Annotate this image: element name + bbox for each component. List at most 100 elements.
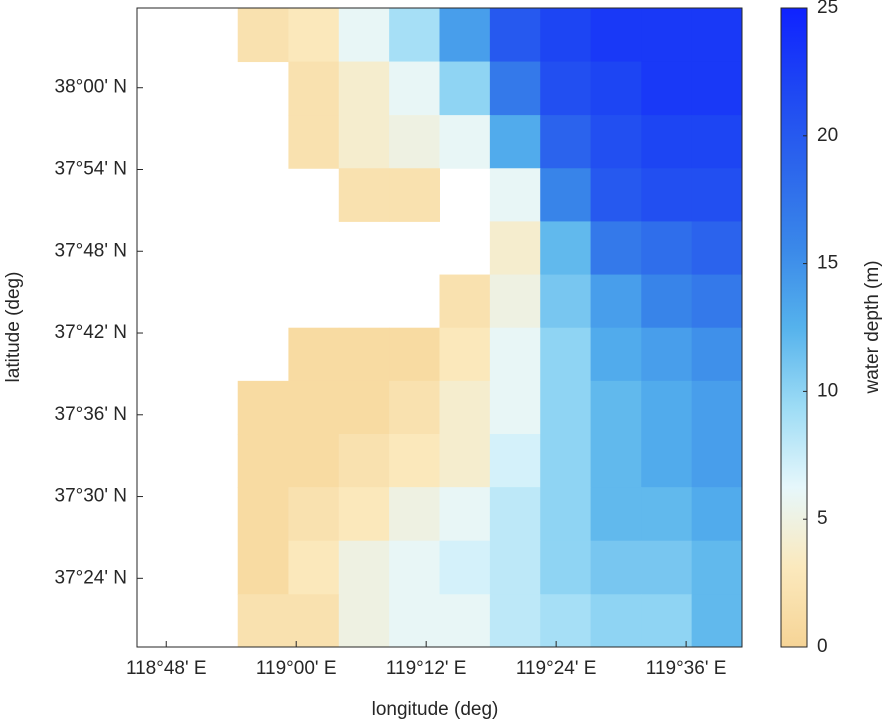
depth-cell: [540, 61, 592, 116]
depth-cell: [237, 434, 289, 488]
depth-cell: [691, 434, 743, 488]
depth-cell: [237, 487, 289, 542]
y-tick-label: 37°42' N: [55, 322, 128, 343]
x-tick-label: 119°00' E: [256, 658, 337, 679]
y-tick-label: 37°54' N: [55, 159, 128, 180]
depth-cell: [691, 221, 743, 276]
depth-cell: [338, 115, 390, 169]
depth-cell: [641, 61, 693, 116]
depth-cell: [338, 168, 390, 222]
depth-cell: [489, 61, 541, 116]
depth-cell: [439, 594, 491, 648]
colorbar-tick-label: 5: [817, 508, 828, 529]
depth-cell: [288, 540, 340, 595]
depth-cell: [489, 540, 541, 595]
depth-cell: [691, 8, 743, 63]
depth-cell: [489, 274, 541, 329]
depth-cell: [439, 327, 491, 382]
depth-cell: [389, 487, 440, 542]
colorbar-tick-label: 10: [817, 380, 838, 401]
y-tick-label: 37°36' N: [55, 404, 128, 425]
depth-cell: [288, 115, 340, 169]
colorbar-label: water depth (m): [862, 260, 883, 394]
depth-cell: [439, 487, 491, 542]
depth-cell: [540, 380, 592, 435]
depth-cell: [540, 540, 592, 595]
depth-cell: [489, 434, 541, 488]
depth-cell: [389, 380, 440, 435]
depth-cell: [237, 540, 289, 595]
depth-cell: [439, 8, 491, 63]
depth-cell: [691, 168, 743, 222]
depth-cell: [590, 380, 642, 435]
depth-cell: [389, 327, 440, 382]
x-tick-label: 119°12' E: [386, 658, 467, 679]
depth-cell: [389, 168, 440, 222]
depth-cell: [641, 487, 693, 542]
depth-cell: [288, 380, 340, 435]
depth-cell: [288, 327, 340, 382]
colorbar-tick-label: 15: [817, 253, 838, 274]
depth-cell: [590, 61, 642, 116]
depth-cell: [691, 540, 743, 595]
depth-cell: [338, 380, 390, 435]
depth-cell: [590, 327, 642, 382]
colorbar-tick-label: 0: [817, 636, 828, 657]
depth-cell: [439, 434, 491, 488]
depth-cell: [540, 115, 592, 169]
depth-cell: [389, 115, 440, 169]
depth-cell: [489, 8, 541, 63]
depth-cell: [691, 380, 743, 435]
depth-cell: [489, 168, 541, 222]
depth-cell: [288, 434, 340, 488]
depth-cell: [540, 8, 592, 63]
depth-cell: [590, 540, 642, 595]
depth-cell: [641, 8, 693, 63]
depth-cell: [237, 380, 289, 435]
depth-cell: [590, 8, 642, 63]
depth-cell: [338, 434, 390, 488]
depth-cell: [691, 327, 743, 382]
depth-cell: [237, 594, 289, 648]
depth-cell: [641, 115, 693, 169]
depth-cell: [288, 8, 340, 63]
depth-cell: [389, 434, 440, 488]
depth-cell: [691, 61, 743, 116]
depth-cell: [540, 487, 592, 542]
depth-cell: [489, 221, 541, 276]
depth-cell: [691, 115, 743, 169]
heatmap: [237, 8, 743, 648]
depth-cell: [691, 487, 743, 542]
depth-cell: [338, 594, 390, 648]
axes-box: [136, 7, 743, 648]
depth-cell: [691, 274, 743, 329]
depth-cell: [590, 487, 642, 542]
depth-cell: [489, 327, 541, 382]
colorbar-tick-label: 20: [817, 125, 838, 146]
y-axis-label: latitude (deg): [3, 272, 24, 383]
depth-cell: [389, 61, 440, 116]
depth-cell: [338, 61, 390, 116]
depth-cell: [590, 594, 642, 648]
depth-cell: [439, 274, 491, 329]
y-tick-label: 37°24' N: [55, 567, 128, 588]
depth-cell: [691, 594, 743, 648]
depth-cell: [288, 61, 340, 116]
depth-cell: [389, 540, 440, 595]
depth-cell: [338, 487, 390, 542]
depth-cell: [288, 487, 340, 542]
depth-cell: [439, 61, 491, 116]
depth-cell: [338, 8, 390, 63]
depth-cell: [641, 434, 693, 488]
depth-cell: [590, 221, 642, 276]
depth-cell: [590, 115, 642, 169]
y-tick-label: 37°48' N: [55, 240, 128, 261]
depth-cell: [641, 327, 693, 382]
depth-cell: [540, 594, 592, 648]
depth-cell: [540, 168, 592, 222]
depth-cell: [338, 540, 390, 595]
depth-cell: [641, 168, 693, 222]
colorbar: [780, 7, 808, 648]
depth-cell: [641, 594, 693, 648]
depth-cell: [641, 540, 693, 595]
